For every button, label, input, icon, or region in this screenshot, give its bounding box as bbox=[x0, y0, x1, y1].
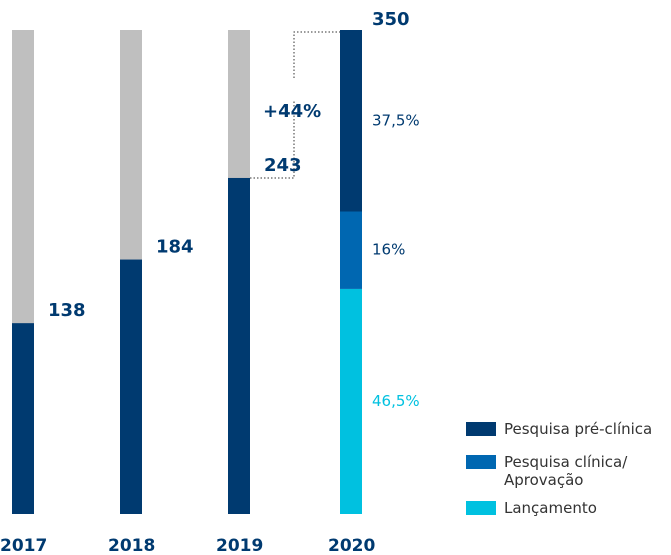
connector bbox=[250, 31, 340, 179]
bar bbox=[120, 259, 142, 514]
segment-label: 16% bbox=[372, 241, 405, 259]
annotation: +44% bbox=[263, 101, 321, 122]
bar bbox=[12, 323, 34, 514]
x-tick-label: 2017 bbox=[0, 536, 47, 555]
legend-label: Pesquisa clínica/ Aprovação bbox=[504, 453, 628, 489]
segment-label: 37,5% bbox=[372, 111, 420, 129]
x-tick-label: 2020 bbox=[328, 536, 375, 555]
legend-label: Pesquisa pré-clínica bbox=[504, 420, 653, 438]
bar bbox=[228, 177, 250, 515]
value-label: 243 bbox=[264, 155, 302, 176]
bar-segment bbox=[340, 211, 362, 289]
legend-swatch bbox=[466, 455, 496, 469]
value-label: 138 bbox=[48, 300, 86, 321]
legend-item: Lançamento bbox=[466, 499, 597, 517]
value-label: 184 bbox=[156, 237, 194, 258]
bar-segment bbox=[340, 30, 362, 212]
legend-item: Pesquisa pré-clínica bbox=[466, 420, 652, 438]
legend-label: Lançamento bbox=[504, 499, 597, 517]
x-tick-label: 2019 bbox=[216, 536, 263, 555]
value-label: 350 bbox=[372, 9, 410, 30]
bar-segment bbox=[340, 288, 362, 514]
legend-item: Pesquisa clínica/ Aprovação bbox=[466, 453, 627, 489]
segment-label: 46,5% bbox=[372, 392, 420, 410]
x-tick-label: 2018 bbox=[108, 536, 155, 555]
legend-swatch bbox=[466, 422, 496, 436]
legend-swatch bbox=[466, 501, 496, 515]
